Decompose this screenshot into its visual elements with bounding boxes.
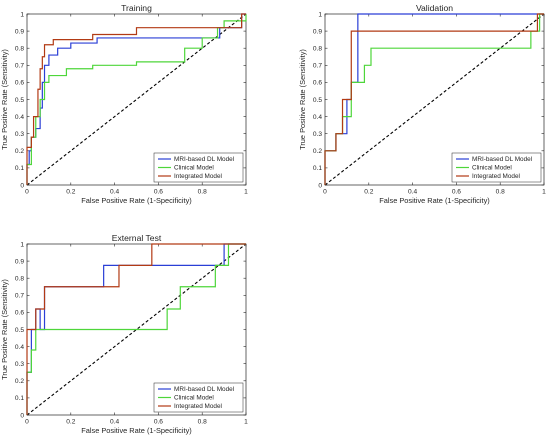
- x-tick-label: 0: [323, 189, 327, 196]
- y-tick-label: 1: [20, 241, 24, 248]
- x-tick-label: 1: [542, 189, 546, 196]
- x-tick-label: 0.8: [198, 189, 207, 196]
- y-tick-label: 0: [318, 182, 322, 189]
- y-tick-label: 0.6: [15, 80, 24, 87]
- y-tick-label: 0.1: [313, 165, 322, 172]
- y-axis-label: True Positive Rate (Sensitivity): [298, 49, 307, 150]
- y-tick-label: 0.2: [15, 378, 24, 385]
- y-tick-label: 0.1: [15, 395, 24, 402]
- x-tick-label: 0: [25, 189, 29, 196]
- legend-label-1: Clinical Model: [472, 165, 512, 172]
- x-tick-label: 0.8: [198, 419, 207, 426]
- x-axis-label: False Positive Rate (1-Specificity): [81, 196, 191, 205]
- x-tick-label: 0.8: [496, 189, 505, 196]
- y-tick-label: 0.7: [313, 63, 322, 70]
- y-axis-label: True Positive Rate (Sensitivity): [0, 49, 9, 150]
- roc-curve-series-2: [26, 13, 246, 185]
- y-tick-label: 0.8: [313, 46, 322, 53]
- roc-curve-series-2: [324, 13, 544, 185]
- x-tick-label: 0.2: [364, 189, 373, 196]
- panel-title: Validation: [416, 3, 453, 13]
- x-tick-label: 0.6: [154, 189, 163, 196]
- y-tick-label: 0.5: [15, 97, 24, 104]
- y-tick-label: 0.9: [15, 258, 24, 265]
- y-tick-label: 1: [318, 11, 322, 18]
- y-tick-label: 0.9: [313, 28, 322, 35]
- y-tick-label: 0.7: [15, 293, 24, 300]
- roc-curve-series-1: [26, 243, 246, 415]
- y-tick-label: 0.4: [313, 114, 322, 121]
- roc-panel-0: 0 0.1 0.2 0.3 0.4 0.5 0.6 0.7 0.8 0.9 1 0 0.2 0.4 0.6 0…: [0, 3, 248, 205]
- y-tick-label: 0.4: [15, 114, 24, 121]
- legend-label-2: Integrated Model: [472, 173, 520, 180]
- roc-panel-1: 0 0.1 0.2 0.3 0.4 0.5 0.6 0.7 0.8 0.9 1 0 0.2 0.4 0.6 0…: [298, 3, 546, 205]
- roc-panel-2: 0 0.1 0.2 0.3 0.4 0.5 0.6 0.7 0.8 0.9 1 0 0.2 0.4 0.6 0…: [0, 233, 248, 435]
- y-tick-label: 0.1: [15, 165, 24, 172]
- y-tick-label: 0.2: [313, 148, 322, 155]
- x-tick-label: 0.2: [66, 189, 75, 196]
- y-tick-label: 0.8: [15, 46, 24, 53]
- y-tick-label: 0.5: [15, 327, 24, 334]
- y-tick-label: 0.9: [15, 28, 24, 35]
- x-tick-label: 0.6: [154, 419, 163, 426]
- y-tick-label: 0.6: [15, 310, 24, 317]
- panel-title: Training: [121, 3, 152, 13]
- legend-label-2: Integrated Model: [174, 403, 222, 410]
- y-tick-label: 0.3: [15, 131, 24, 138]
- y-tick-label: 0.3: [313, 131, 322, 138]
- x-axis-label: False Positive Rate (1-Specificity): [379, 196, 489, 205]
- legend-label-1: Clinical Model: [174, 395, 214, 402]
- legend-label-0: MRI-based DL Model: [174, 386, 234, 393]
- y-tick-label: 0.8: [15, 276, 24, 283]
- x-tick-label: 1: [244, 419, 248, 426]
- y-tick-label: 0.4: [15, 344, 24, 351]
- x-tick-label: 0.6: [452, 189, 461, 196]
- y-tick-label: 0: [20, 412, 24, 419]
- x-tick-label: 1: [244, 189, 248, 196]
- x-tick-label: 0.4: [408, 189, 417, 196]
- legend-label-1: Clinical Model: [174, 165, 214, 172]
- legend-label-2: Integrated Model: [174, 173, 222, 180]
- y-tick-label: 0.3: [15, 361, 24, 368]
- y-tick-label: 0.5: [313, 97, 322, 104]
- y-tick-label: 1: [20, 11, 24, 18]
- reference-diagonal: [324, 13, 545, 186]
- x-tick-label: 0.4: [110, 419, 119, 426]
- y-tick-label: 0.7: [15, 63, 24, 70]
- reference-diagonal: [26, 243, 247, 416]
- y-axis-label: True Positive Rate (Sensitivity): [0, 279, 9, 380]
- x-tick-label: 0.2: [66, 419, 75, 426]
- roc-curve-series-1: [26, 14, 247, 185]
- roc-curve-series-2: [26, 243, 246, 415]
- y-tick-label: 0.6: [313, 80, 322, 87]
- y-tick-label: 0.2: [15, 148, 24, 155]
- x-tick-label: 0.4: [110, 189, 119, 196]
- legend-label-0: MRI-based DL Model: [472, 156, 532, 163]
- x-tick-label: 0: [25, 419, 29, 426]
- reference-diagonal: [26, 13, 247, 186]
- y-tick-label: 0: [20, 182, 24, 189]
- x-axis-label: False Positive Rate (1-Specificity): [81, 426, 191, 435]
- legend-label-0: MRI-based DL Model: [174, 156, 234, 163]
- panel-title: External Test: [112, 233, 162, 243]
